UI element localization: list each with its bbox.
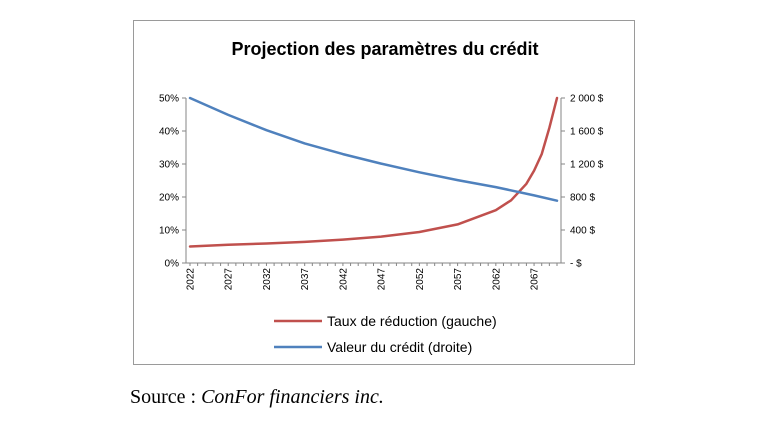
left-tick-label: 10% [159, 226, 179, 237]
chart-frame: Projection des paramètres du crédit 0% 10… [133, 20, 635, 365]
right-tick-label: 2 000 $ [570, 94, 604, 105]
series-line-taux [188, 96, 559, 248]
series-layer [188, 96, 559, 248]
left-tick-label: 40% [159, 127, 179, 138]
legend-label: Valeur du crédit (droite) [327, 339, 472, 355]
right-tick-label: 400 $ [570, 226, 595, 237]
right-tick-label: 1 200 $ [570, 160, 604, 171]
legend: Taux de réduction (gauche) Valeur du créd… [274, 313, 497, 355]
x-tick-label: 2037 [300, 268, 311, 291]
x-tick-label: 2062 [491, 268, 502, 291]
x-tick-label: 2027 [224, 268, 235, 291]
right-tick-label: 1 600 $ [570, 127, 604, 138]
series-line-valeur [188, 96, 559, 202]
x-tick-label: 2052 [415, 268, 426, 291]
legend-label: Taux de réduction (gauche) [327, 313, 497, 329]
left-tick-label: 0% [165, 259, 180, 270]
x-tick-label: 2047 [377, 268, 388, 291]
line-chart: Projection des paramètres du crédit 0% 10… [159, 39, 604, 355]
left-tick-label: 50% [159, 94, 179, 105]
x-tick-label: 2022 [186, 268, 197, 291]
right-tick-label: - $ [570, 259, 582, 270]
source-note: Source : ConFor financiers inc. [130, 386, 384, 409]
right-tick-label: 800 $ [570, 193, 595, 204]
left-tick-label: 20% [159, 193, 179, 204]
source-name: ConFor financiers inc. [201, 386, 384, 408]
source-prefix: Source : [130, 386, 202, 408]
x-tick-label: 2042 [338, 268, 349, 291]
left-tick-label: 30% [159, 160, 179, 171]
x-tick-label: 2057 [453, 268, 464, 291]
x-tick-label: 2067 [530, 268, 541, 291]
chart-title: Projection des paramètres du crédit [231, 39, 538, 59]
x-tick-label: 2032 [262, 268, 273, 291]
axes-layer: 0% 10% 20% 30% 40% 50% - $ 400 $ 800 $ 1 200 $ 1 6… [159, 94, 604, 291]
